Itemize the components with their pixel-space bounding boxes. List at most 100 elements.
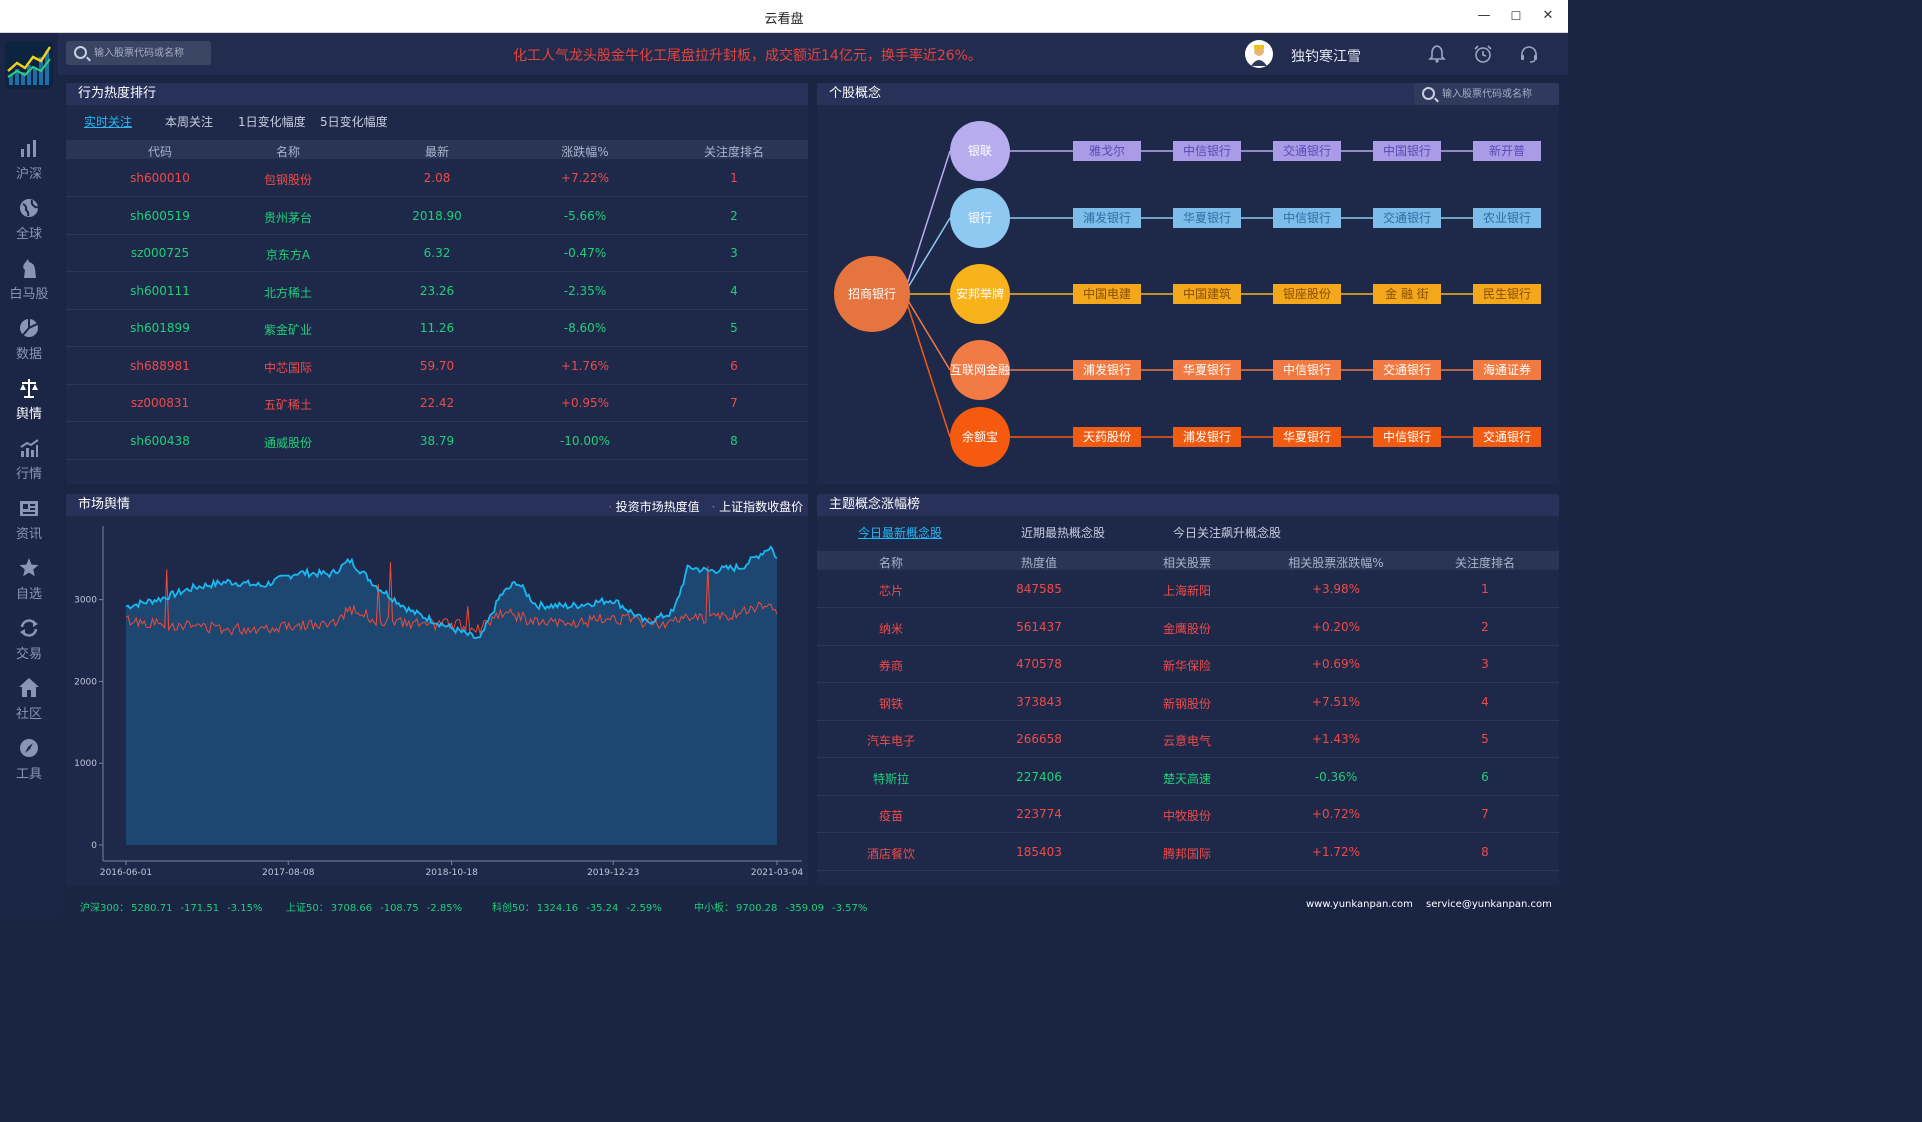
concept-stock-tag[interactable] (1073, 208, 1141, 228)
stock-search[interactable] (66, 41, 211, 65)
nav-item-tools[interactable]: 工具 (0, 733, 58, 789)
column-header[interactable]: 名称 (275, 145, 300, 159)
nav-item-trade[interactable]: 交易 (0, 613, 58, 669)
nav-item-sentiment[interactable]: 舆情 (0, 373, 58, 429)
index-hs300[interactable]: 沪深300： 5280.71 -171.51 -3.15% (80, 899, 262, 914)
column-header[interactable]: 关注度排名 (703, 145, 764, 159)
column-header[interactable]: 相关股票 (1162, 556, 1211, 570)
nav-item-blue-chip[interactable]: 白马股 (0, 253, 58, 309)
concept-group-node[interactable] (950, 407, 1010, 467)
table-row[interactable]: sh688981 中芯国际 59.70 +1.76% 6 (66, 348, 808, 385)
table-row[interactable]: sh600519 贵州茅台 2018.90 -5.66% 2 (66, 198, 808, 235)
concept-stock-tag[interactable] (1273, 284, 1341, 304)
table-row[interactable]: 汽车电子 266658 云意电气 +1.43% 5 (817, 721, 1559, 758)
table-row[interactable]: 纳米 561437 金鹰股份 +0.20% 2 (817, 609, 1559, 646)
tab-1day-change[interactable]: 1日变化幅度 (238, 115, 306, 129)
website-link[interactable]: www.yunkanpan.com (1306, 899, 1413, 910)
concept-center-node[interactable] (834, 256, 910, 332)
concept-stock-tag[interactable] (1473, 427, 1541, 447)
table-row[interactable]: 特斯拉 227406 楚天高速 -0.36% 6 (817, 759, 1559, 796)
nav-item-news[interactable]: 资讯 (0, 493, 58, 549)
concept-stock-tag[interactable] (1073, 141, 1141, 161)
column-header[interactable]: 相关股票涨跌幅% (1288, 556, 1384, 570)
nav-item-quotes[interactable]: 行情 (0, 433, 58, 489)
table-row[interactable]: 酒店餐饮 185403 腾邦国际 +1.72% 8 (817, 834, 1559, 871)
column-header[interactable]: 最新 (424, 145, 449, 159)
tab-5day-change[interactable]: 5日变化幅度 (320, 115, 388, 129)
theme-rank-table-body[interactable]: 芯片 847585 上海新阳 +3.98% 1 纳米 561437 金鹰股份 +0.20% 2 券商… (817, 571, 1559, 877)
concept-group-node[interactable] (950, 340, 1010, 400)
concept-stock-tag[interactable] (1073, 360, 1141, 380)
nav-item-watchlist[interactable]: 自选 (0, 553, 58, 609)
nav-item-global[interactable]: 全球 (0, 193, 58, 249)
concept-stock-tag[interactable] (1373, 141, 1441, 161)
alarm-icon[interactable] (1473, 44, 1493, 64)
table-row[interactable]: sz000725 京东方A 6.32 -0.47% 3 (66, 235, 808, 272)
concept-stock-tag[interactable] (1473, 284, 1541, 304)
tab-weekly[interactable]: 本周关注 (165, 115, 214, 129)
index-sz50[interactable]: 上证50： 3708.66 -108.75 -2.85% (286, 899, 462, 914)
concept-stock-tag[interactable] (1073, 427, 1141, 447)
concept-stock-tag[interactable] (1473, 360, 1541, 380)
table-row[interactable]: sh600438 通威股份 38.79 -10.00% 8 (66, 423, 808, 460)
avatar[interactable] (1245, 40, 1273, 68)
tab-realtime[interactable]: 实时关注 (84, 115, 133, 129)
concept-search-input[interactable] (1442, 85, 1552, 103)
column-header[interactable]: 代码 (147, 145, 172, 159)
table-row[interactable]: 钢铁 373843 新钢股份 +7.51% 4 (817, 684, 1559, 721)
column-header[interactable]: 名称 (878, 556, 903, 570)
concept-group-node[interactable] (950, 264, 1010, 324)
column-header[interactable]: 关注度排名 (1454, 556, 1515, 570)
concept-stock-tag[interactable] (1373, 360, 1441, 380)
concept-stock-tag[interactable] (1173, 141, 1241, 161)
news-ticker[interactable]: 化工人气龙头股金牛化工尾盘拉升封板，成交额近14亿元，换手率近26%。 (513, 48, 982, 64)
concept-stock-tag[interactable] (1473, 141, 1541, 161)
table-row[interactable]: sz000831 五矿稀土 22.42 +0.95% 7 (66, 385, 808, 422)
table-row[interactable]: 芯片 847585 上海新阳 +3.98% 1 (817, 571, 1559, 608)
tab-today-new[interactable]: 今日最新概念股 (858, 526, 943, 540)
concept-stock-tag[interactable] (1473, 208, 1541, 228)
tab-recent-hot[interactable]: 近期最热概念股 (1021, 526, 1106, 540)
nav-item-community[interactable]: 社区 (0, 673, 58, 729)
legend-item-heat[interactable]: 投资市场热度值 (615, 500, 700, 514)
concept-stock-tag[interactable] (1173, 360, 1241, 380)
concept-stock-tag[interactable] (1273, 427, 1341, 447)
close-button[interactable]: ✕ (1542, 8, 1554, 23)
index-kc50[interactable]: 科创50： 1324.16 -35.24 -2.59% (492, 899, 662, 914)
column-header[interactable]: 热度值 (1020, 556, 1057, 570)
table-row[interactable]: sh601899 紫金矿业 11.26 -8.60% 5 (66, 310, 808, 347)
minimize-button[interactable]: — (1477, 8, 1491, 23)
concept-group-node[interactable] (950, 188, 1010, 248)
concept-stock-tag[interactable] (1273, 141, 1341, 161)
nav-item-data[interactable]: 数据 (0, 313, 58, 369)
column-header[interactable]: 涨跌幅% (561, 145, 609, 159)
bell-icon[interactable] (1427, 44, 1447, 64)
table-row[interactable]: sh600010 包钢股份 2.08 +7.22% 1 (66, 160, 808, 197)
concept-group-node[interactable] (950, 121, 1010, 181)
series-line-index[interactable] (125, 545, 778, 640)
table-row[interactable]: 券商 470578 新华保险 +0.69% 3 (817, 646, 1559, 683)
email-link[interactable]: service@yunkanpan.com (1426, 899, 1552, 910)
stock-search-input[interactable] (94, 44, 204, 62)
headset-icon[interactable] (1519, 44, 1539, 64)
legend-item-index[interactable]: 上证指数收盘价 (719, 500, 804, 514)
concept-stock-tag[interactable] (1073, 284, 1141, 304)
market-chart[interactable]: 0 1000 2000 3000 2016-06-01 2017-08-08 2018-10… (66, 516, 808, 885)
table-row[interactable]: sh600111 北方稀土 23.26 -2.35% 4 (66, 273, 808, 310)
concept-stock-tag[interactable] (1273, 360, 1341, 380)
maximize-button[interactable]: ☐ (1510, 9, 1522, 23)
username[interactable]: 独钓寒江雪 (1291, 49, 1361, 65)
concept-search[interactable] (1414, 83, 1559, 105)
concept-stock-tag[interactable] (1173, 208, 1241, 228)
hot-rank-table-body[interactable]: sh600010 包钢股份 2.08 +7.22% 1 sh600519 贵州茅台 2018.… (66, 160, 808, 477)
concept-stock-tag[interactable] (1373, 208, 1441, 228)
concept-stock-tag[interactable] (1373, 284, 1441, 304)
concept-stock-tag[interactable] (1173, 284, 1241, 304)
concept-stock-tag[interactable] (1373, 427, 1441, 447)
series-line-heat[interactable] (125, 562, 778, 636)
table-row[interactable]: 疫苗 223774 中牧股份 +0.72% 7 (817, 796, 1559, 833)
index-sme[interactable]: 中小板： 9700.28 -359.09 -3.57% (694, 899, 867, 914)
concept-stock-tag[interactable] (1173, 427, 1241, 447)
nav-item-hushen[interactable]: 沪深 (0, 133, 58, 189)
